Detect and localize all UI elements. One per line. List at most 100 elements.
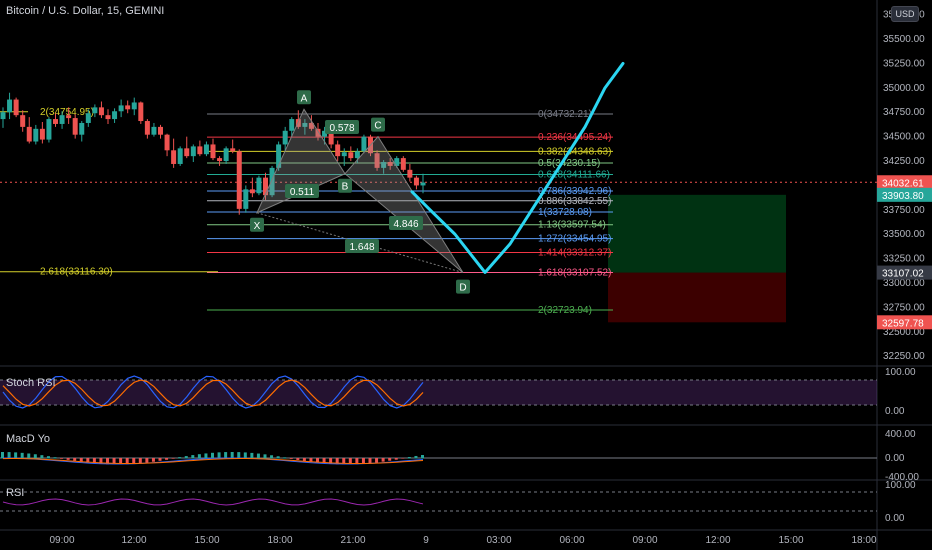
- macd-histogram-bar: [309, 458, 313, 462]
- macd-histogram-bar: [92, 458, 96, 464]
- candle-body: [131, 102, 137, 110]
- candle-body: [354, 151, 360, 159]
- fib-level-label: 0.886(33842.55): [538, 196, 611, 207]
- harmonic-point-label: C: [374, 121, 381, 132]
- stoch-d-line: [2, 379, 424, 407]
- macd-histogram-bar: [217, 452, 221, 459]
- y-tick-label: 34250.00: [883, 156, 925, 167]
- candle-body: [243, 189, 249, 209]
- candle-body: [118, 105, 124, 112]
- candle-body: [328, 130, 334, 145]
- candle-body: [341, 152, 347, 157]
- macd-histogram-bar: [302, 458, 306, 461]
- x-tick-label: 18:00: [267, 535, 292, 546]
- macd-tick: 400.00: [885, 429, 916, 440]
- x-tick-label: 18:00: [851, 535, 876, 546]
- macd-histogram-bar: [145, 458, 149, 463]
- macd-histogram-bar: [86, 458, 90, 463]
- fib-level-label: 1.13(33597.54): [538, 220, 606, 231]
- fib-level-label: 2(32723.94): [538, 305, 592, 316]
- harmonic-point-box: [250, 217, 264, 232]
- candle-body: [164, 134, 170, 151]
- stoch-k-line: [2, 375, 424, 409]
- macd-histogram-bar: [329, 458, 333, 464]
- macd-histogram-bar: [27, 453, 31, 459]
- harmonic-point-label: A: [301, 93, 308, 104]
- macd-histogram-bar: [407, 457, 411, 459]
- macd-histogram-bar: [381, 458, 385, 462]
- macd-tick: -400.00: [885, 472, 919, 483]
- macd-histogram-bar: [335, 458, 339, 465]
- fib-level-label: 0.382(34348.63): [538, 146, 611, 157]
- macd-histogram-bar: [243, 452, 247, 459]
- macd-histogram-bar: [263, 454, 267, 459]
- rsi-tick: 100.00: [885, 480, 916, 491]
- macd-histogram-bar: [316, 458, 319, 463]
- candle-body: [13, 99, 19, 116]
- harmonic-point-box: [371, 117, 385, 132]
- candle-body: [276, 144, 282, 168]
- fib-level-label: 0.618(34111.66): [538, 170, 610, 181]
- macd-histogram-bar: [197, 454, 201, 459]
- candle-body: [190, 146, 196, 157]
- y-tick-label: 33250.00: [883, 254, 925, 265]
- macd-histogram-bar: [165, 458, 169, 460]
- fib-level-label: 0(34732.21): [538, 109, 592, 120]
- stoch-tick: 100.00: [885, 367, 916, 378]
- candle-body: [217, 158, 223, 162]
- macd-histogram-bar: [66, 458, 70, 460]
- candle-body: [197, 146, 203, 155]
- candle-body: [171, 150, 177, 164]
- x-tick-label: 09:00: [632, 535, 657, 546]
- fib-level-label: 0.236(34495.24): [538, 132, 611, 143]
- candle-body: [144, 121, 150, 135]
- y-tick-label: 32750.00: [883, 302, 925, 313]
- candle-body: [230, 148, 236, 152]
- macd-histogram-bar: [79, 458, 83, 462]
- candle-body: [394, 158, 400, 166]
- macd-histogram-bar: [250, 452, 254, 459]
- macd-histogram-bar: [237, 452, 241, 459]
- macd-title: MacD Yo: [6, 433, 51, 445]
- macd-histogram-bar: [60, 458, 64, 459]
- macd-histogram-bar: [421, 454, 424, 459]
- candle-body: [263, 177, 268, 196]
- candle-body: [33, 128, 39, 142]
- x-tick-label: 03:00: [486, 535, 511, 546]
- macd-histogram-bar: [73, 458, 77, 461]
- rsi-title: RSI: [6, 487, 25, 499]
- candle-body: [98, 107, 104, 116]
- x-tick-label: 09:00: [49, 535, 74, 546]
- candle-body: [85, 113, 91, 123]
- candle-body: [381, 162, 387, 168]
- pattern-ratio-label: 1.648: [349, 242, 374, 253]
- macd-histogram-bar: [414, 455, 418, 459]
- y-tick-label: 32250.00: [883, 351, 925, 362]
- macd-histogram-bar: [270, 455, 274, 459]
- macd-histogram-bar: [283, 457, 287, 459]
- price-tag-label: 32597.78: [882, 318, 924, 329]
- macd-histogram-bar: [53, 457, 57, 459]
- harmonic-point-label: X: [254, 221, 261, 232]
- candle-body: [269, 167, 275, 196]
- macd-histogram-bar: [342, 458, 346, 465]
- candle-body: [308, 122, 314, 129]
- price-tag-box: [877, 315, 932, 330]
- candle-body: [400, 158, 406, 170]
- x-tick-label: 06:00: [559, 535, 584, 546]
- candle-body: [289, 119, 295, 131]
- macd-histogram-bar: [119, 458, 123, 465]
- macd-signal-line: [2, 458, 424, 464]
- candle-body: [39, 128, 45, 140]
- candle-body: [125, 105, 131, 110]
- y-tick-label: 33500.00: [883, 229, 925, 240]
- projection-path: [410, 61, 625, 274]
- macd-histogram-bar: [256, 453, 260, 459]
- left-fib-label: 2.618(33116.30): [40, 267, 113, 278]
- currency-button[interactable]: USD: [891, 6, 919, 22]
- candle-body: [322, 130, 328, 137]
- price-tag-label: 34032.61: [882, 178, 924, 189]
- candle-body: [387, 162, 393, 166]
- macd-histogram-bar: [112, 458, 116, 465]
